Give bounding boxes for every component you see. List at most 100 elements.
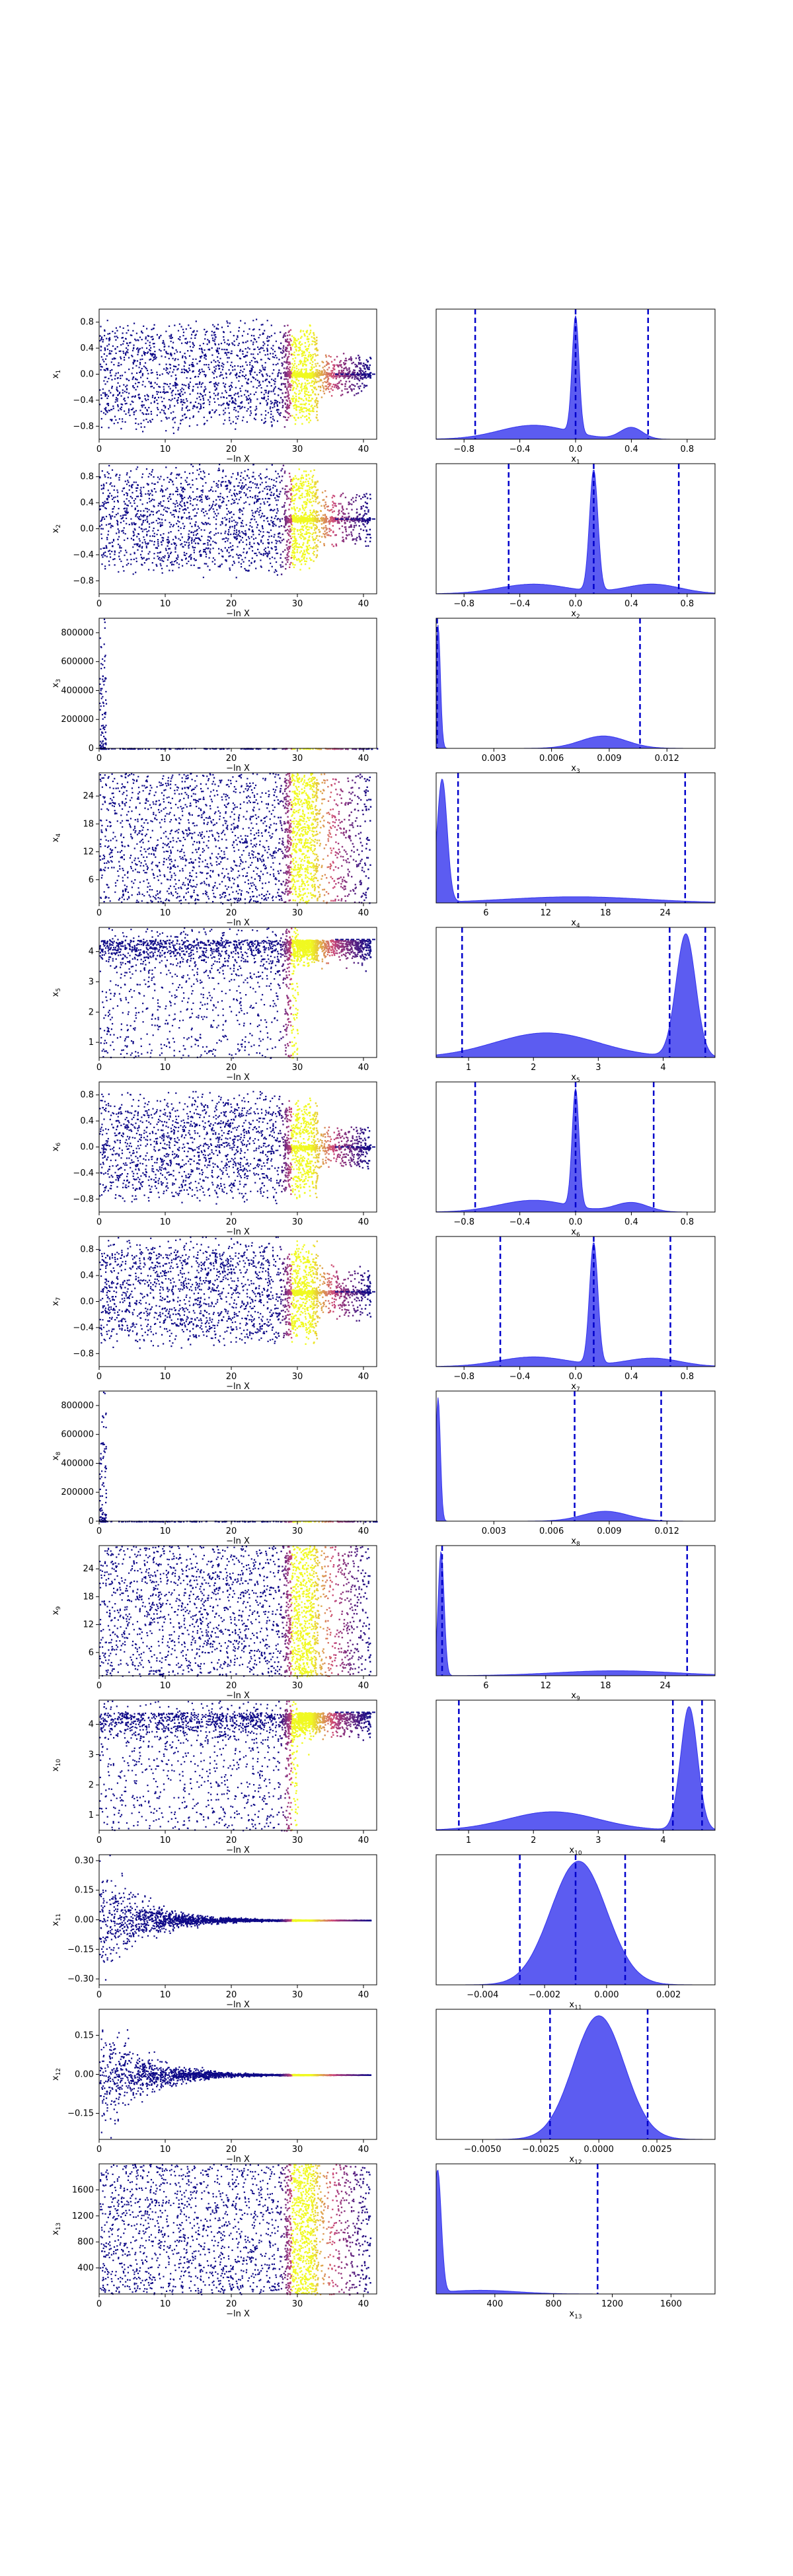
scatter-dot <box>360 362 362 364</box>
scatter-dot <box>295 489 297 491</box>
scatter-dot <box>306 379 308 382</box>
scatter-dot <box>289 847 291 849</box>
scatter-dot <box>317 489 319 491</box>
scatter-dot <box>314 838 317 841</box>
scatter-dot <box>367 945 370 947</box>
scatter-dot <box>367 376 369 378</box>
scatter-dot <box>334 851 337 853</box>
scatter-dot <box>329 866 332 868</box>
scatter-dot <box>288 957 291 959</box>
scatter-dot <box>363 363 365 365</box>
scatter-dot <box>331 954 333 956</box>
scatter-dot <box>315 871 318 873</box>
scatter-dot <box>288 871 290 873</box>
scatter-dot <box>312 748 314 750</box>
scatter-dot <box>334 900 336 902</box>
scatter-dot <box>285 974 287 976</box>
scatter-dot <box>307 826 309 828</box>
scatter-dot <box>307 824 309 826</box>
scatter-dot <box>297 520 299 522</box>
scatter-dot <box>324 536 326 538</box>
scatter-dot <box>282 880 284 882</box>
scatter-dot <box>322 374 324 376</box>
scatter-dot <box>295 348 297 351</box>
scatter-dot <box>305 801 307 803</box>
scatter-dot <box>301 336 303 338</box>
scatter-dot <box>287 368 289 370</box>
scatter-dot <box>359 528 362 530</box>
scatter-dot <box>344 373 346 375</box>
scatter-dot <box>315 834 318 836</box>
scatter-dot <box>311 812 313 814</box>
scatter-dot <box>287 549 289 551</box>
scatter-dot <box>285 828 287 831</box>
scatter-dot <box>280 816 282 818</box>
scatter-dot <box>306 833 308 836</box>
scatter-dot <box>285 855 287 857</box>
scatter-dot <box>314 400 316 402</box>
scatter-dot <box>317 945 319 947</box>
scatter-dot <box>305 375 307 378</box>
scatter-dot <box>313 777 315 779</box>
kde-xlabel-x3: x3 <box>571 764 580 775</box>
scatter-dot <box>338 813 340 815</box>
scatter-dot <box>317 374 319 376</box>
scatter-dot <box>296 552 298 554</box>
scatter-dot <box>280 573 283 575</box>
scatter-dot <box>363 777 366 780</box>
scatter-dot <box>312 878 315 880</box>
scatter-dot <box>282 941 284 943</box>
scatter-dot <box>306 332 308 334</box>
scatter-dot <box>317 886 319 888</box>
scatter-dot <box>311 804 313 806</box>
scatter-dot <box>293 392 296 394</box>
scatter-dot <box>365 371 367 373</box>
scatter-dot <box>285 851 287 853</box>
scatter-dot <box>282 948 283 950</box>
scatter-dot <box>294 938 297 941</box>
scatter-dot <box>294 780 296 782</box>
scatter-dot <box>299 848 301 850</box>
scatter-dot <box>331 497 333 499</box>
scatter-dot <box>314 380 317 382</box>
scatter-dot <box>296 832 299 834</box>
scatter-dot <box>307 962 309 964</box>
scatter-dot <box>292 878 295 880</box>
scatter-dot <box>296 529 299 531</box>
scatter-dot <box>327 812 330 814</box>
scatter-dot <box>319 947 322 948</box>
scatter-dot <box>287 324 289 326</box>
scatter-dot <box>365 529 367 531</box>
scatter-dot <box>279 482 281 483</box>
scatter-dot <box>282 476 283 478</box>
scatter-dot <box>287 356 289 359</box>
scatter-dot <box>290 494 292 496</box>
scatter-dot <box>294 556 296 558</box>
scatter-dot <box>286 528 289 531</box>
scatter-dot <box>284 884 286 886</box>
scatter-dot <box>295 951 297 953</box>
scatter-dot <box>314 538 316 541</box>
scatter-dot <box>344 496 347 499</box>
scatter-dot <box>310 358 312 360</box>
scatter-dot <box>311 357 313 359</box>
scatter-dot <box>291 495 293 497</box>
scatter-dot <box>317 880 319 882</box>
scatter-dot <box>304 392 306 394</box>
scatter-dot <box>300 850 302 852</box>
scatter-dot <box>293 558 295 560</box>
scatter-dot <box>298 941 301 943</box>
scatter-dot <box>280 542 282 544</box>
scatter-dot <box>313 539 315 542</box>
scatter-dot <box>295 395 297 398</box>
scatter-dot <box>332 824 334 827</box>
scatter-dot <box>292 375 294 377</box>
scatter-dot <box>332 389 334 391</box>
scatter-dot <box>301 947 304 949</box>
scatter-x2-ytick-label: 0.4 <box>80 498 94 508</box>
scatter-dot <box>303 376 305 378</box>
scatter-dot <box>303 482 305 483</box>
scatter-dot <box>322 499 324 501</box>
scatter-dot <box>327 942 330 944</box>
